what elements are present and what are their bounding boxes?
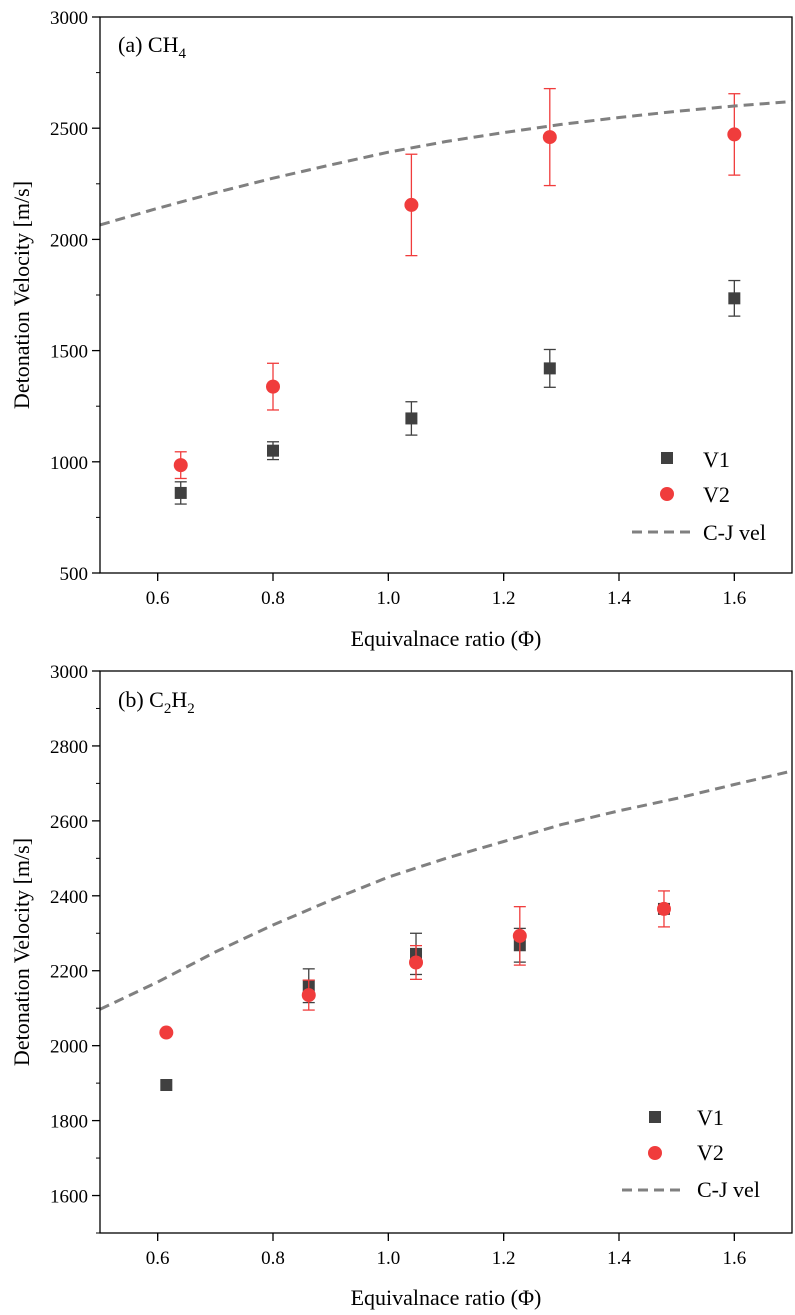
v1-point bbox=[728, 292, 741, 305]
y-tick-label: 1600 bbox=[50, 1187, 88, 1208]
panel-b-tick-layer: 0.6 0.8 1.0 1.2 1.4 1.6 1600 1800 2000 2200 2400 26… bbox=[50, 662, 746, 1269]
legend-v1-marker bbox=[661, 452, 673, 464]
v1-point bbox=[160, 1079, 173, 1092]
y-tick-label: 2000 bbox=[50, 1037, 88, 1058]
v1-point bbox=[174, 486, 187, 499]
x-tick-label: 0.6 bbox=[146, 1248, 170, 1269]
legend-cj-label: C-J vel bbox=[697, 1177, 760, 1202]
x-tick-label: 1.6 bbox=[722, 1248, 746, 1269]
x-tick-label: 1.2 bbox=[492, 1248, 516, 1269]
panel-b: 0.6 0.8 1.0 1.2 1.4 1.6 1600 1800 2000 2200 2400 26… bbox=[9, 662, 793, 1310]
panel-b-plot-frame bbox=[99, 670, 793, 1234]
panel-b-y-axis-title: Detonation Velocity [m/s] bbox=[9, 838, 34, 1066]
panel-a-plot-layer bbox=[99, 87, 793, 505]
v2-point bbox=[409, 955, 424, 970]
y-tick-label: 1500 bbox=[50, 342, 88, 363]
panel-a-tick-layer: 0.6 0.8 1.0 1.2 1.4 1.6 500 1000 1500 2000 2500 300… bbox=[50, 8, 746, 609]
y-tick-label: 3000 bbox=[50, 662, 88, 683]
legend-cj-label: C-J vel bbox=[703, 520, 766, 545]
legend-v2-marker bbox=[648, 1146, 662, 1160]
x-tick-label: 1.0 bbox=[376, 588, 400, 609]
x-tick-label: 1.6 bbox=[722, 588, 746, 609]
v2-point bbox=[173, 458, 188, 473]
legend-v2-label: V2 bbox=[703, 482, 730, 507]
panel-b-legend: V1 V2 C-J vel bbox=[622, 1105, 760, 1202]
x-tick-label: 0.8 bbox=[261, 1248, 285, 1269]
y-tick-label: 500 bbox=[60, 564, 89, 585]
y-tick-label: 1000 bbox=[50, 453, 88, 474]
panel-a-legend: V1 V2 C-J vel bbox=[632, 447, 766, 545]
legend-v2-marker bbox=[660, 487, 674, 501]
panel-b-x-axis-title: Equivalnace ratio (Φ) bbox=[351, 1285, 542, 1310]
v2-point bbox=[159, 1025, 174, 1040]
y-tick-label: 2600 bbox=[50, 812, 88, 833]
panel-a: 0.6 0.8 1.0 1.2 1.4 1.6 500 1000 1500 2000 2500 300… bbox=[9, 8, 793, 651]
v2-point bbox=[266, 379, 280, 394]
v1-point bbox=[267, 444, 279, 457]
x-tick-label: 1.4 bbox=[607, 1248, 631, 1269]
panel-a-label: (a) CH4 bbox=[118, 32, 186, 62]
v1-point bbox=[405, 412, 418, 425]
v2-point bbox=[301, 988, 316, 1003]
x-tick-label: 1.0 bbox=[376, 1248, 400, 1269]
legend-v2-label: V2 bbox=[697, 1140, 724, 1165]
cj-velocity-line bbox=[99, 769, 793, 1011]
cj-velocity-line bbox=[99, 100, 793, 227]
legend-v1-label: V1 bbox=[703, 447, 730, 472]
v2-point bbox=[656, 901, 671, 916]
x-tick-label: 0.6 bbox=[146, 588, 170, 609]
v2-point bbox=[727, 127, 742, 142]
panel-a-x-axis-title: Equivalnace ratio (Φ) bbox=[351, 626, 542, 651]
panel-b-plot-layer bbox=[99, 769, 793, 1092]
y-tick-label: 2400 bbox=[50, 887, 88, 908]
v2-point bbox=[512, 928, 527, 943]
x-tick-label: 0.8 bbox=[261, 588, 285, 609]
v1-point bbox=[543, 362, 556, 375]
y-tick-label: 2200 bbox=[50, 962, 88, 983]
legend-v1-label: V1 bbox=[697, 1105, 724, 1130]
y-tick-label: 2000 bbox=[50, 230, 88, 251]
legend-v1-marker bbox=[649, 1111, 661, 1123]
x-tick-label: 1.2 bbox=[492, 588, 516, 609]
panel-a-y-axis-title: Detonation Velocity [m/s] bbox=[9, 181, 34, 409]
panel-b-label: (b) C2H2 bbox=[118, 687, 195, 717]
v2-point bbox=[542, 130, 557, 145]
y-tick-label: 1800 bbox=[50, 1112, 88, 1133]
x-tick-label: 1.4 bbox=[607, 588, 631, 609]
panel-a-plot-frame bbox=[99, 16, 793, 574]
y-tick-label: 3000 bbox=[50, 8, 88, 29]
y-tick-label: 2500 bbox=[50, 119, 88, 140]
v2-point bbox=[404, 197, 419, 212]
y-tick-label: 2800 bbox=[50, 737, 88, 758]
